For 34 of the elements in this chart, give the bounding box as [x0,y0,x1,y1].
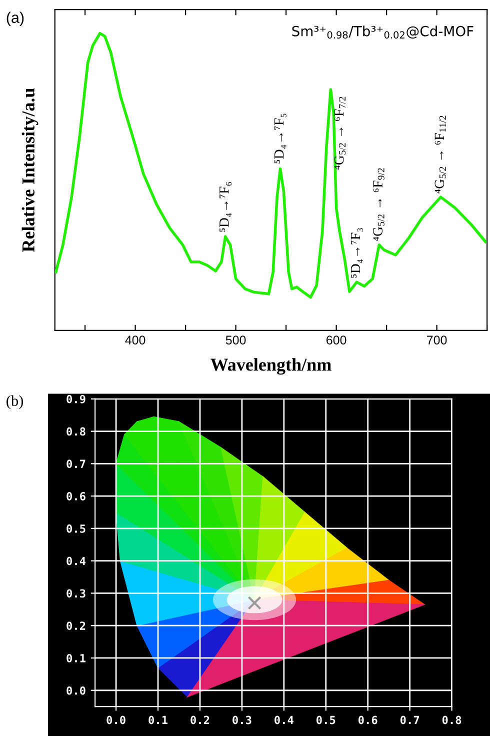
annotation: ⁴G$_{5/2}$ → ⁶F$_{7/2}$ [334,96,346,170]
y-tick-label: 0.8 [66,427,86,436]
annotation: ⁵D₄→⁷F₆ [220,182,232,232]
x-tick-label: 0.5 [316,716,336,724]
x-tick-label: 0.7 [400,716,420,724]
y-tick-label: 0.3 [66,589,86,598]
y-tick-label: 0.7 [66,460,86,468]
x-tick-label: 0.4 [274,716,294,724]
annotation: ⁴G$_{5/2}$ → ⁶F$_{11/2}$ [434,116,446,194]
annotation: ⁴G$_{5/2}$ → ⁶F$_{9/2}$ [373,168,384,241]
y-tick-label: 0.2 [66,622,86,630]
y-tick-label: 0.4 [66,556,86,566]
y-tick-label: 0.9 [66,394,86,404]
x-tick-label: 0.0 [106,716,126,724]
annotation: ⁵D₄→⁷F₃ [350,228,363,278]
x-tick-label: 700 [427,336,447,345]
x-axis-title: Wavelength/nm [210,358,332,375]
x-tick-label: 0.2 [190,716,210,724]
x-tick-label: 0.6 [358,716,378,724]
y-tick-label: 0.0 [66,686,86,695]
x-tick-label: 500 [226,336,246,345]
y-tick-label: 0.6 [66,492,86,500]
x-tick-label: 0.8 [442,716,462,724]
annotation: ⁵D₄→⁷F₅ [274,114,286,164]
y-axis-title: Relative Intensity/a.u [22,88,38,252]
y-tick-label: 0.5 [66,524,86,533]
x-tick-label: 0.3 [232,716,252,724]
chart-title: (a) [6,12,24,26]
chart-title: (b) [6,395,24,410]
y-tick-label: 0.1 [66,654,86,662]
annotation: Sm³⁺$_{0.98}$/Tb³⁺$_{0.02}$@Cd-MOF [292,26,474,39]
x-tick-label: 400 [125,336,146,345]
x-tick-label: 600 [326,336,346,345]
x-tick-label: 0.1 [148,716,168,724]
